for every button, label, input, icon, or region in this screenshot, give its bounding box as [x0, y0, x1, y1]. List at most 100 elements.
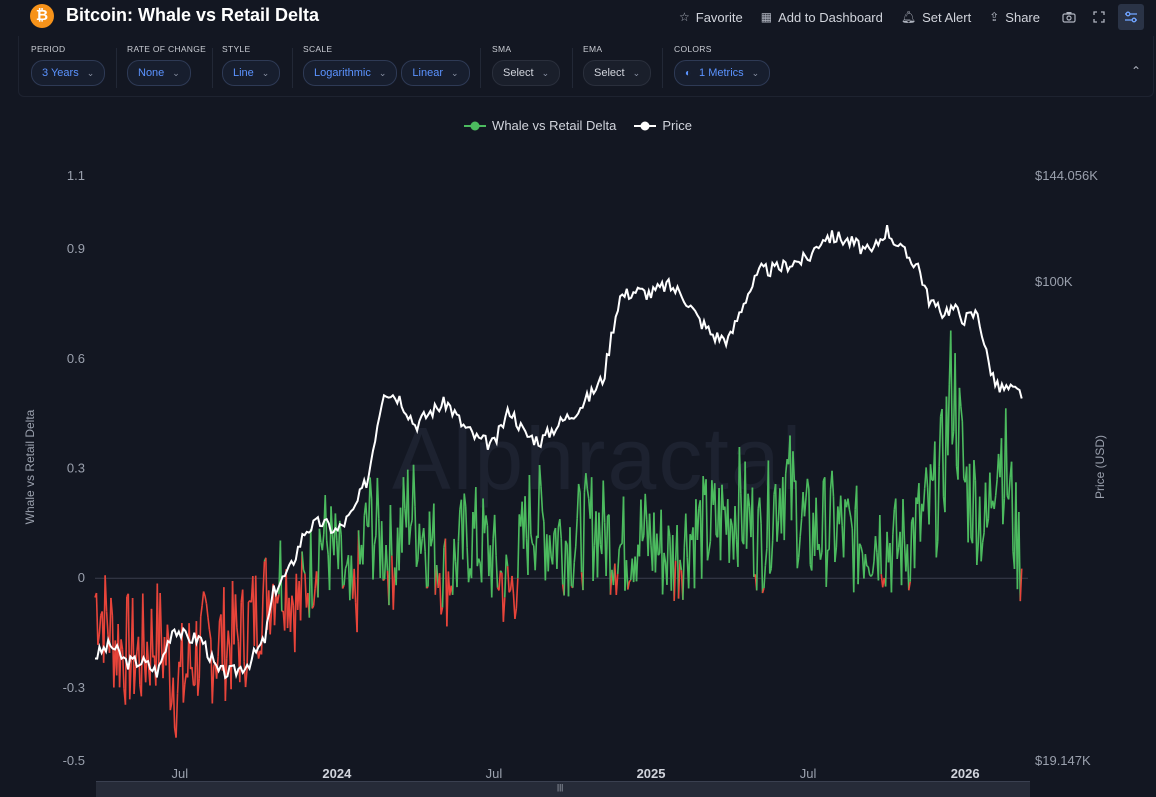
- delta-line-segment: [796, 481, 797, 569]
- delta-line-segment: [893, 510, 894, 535]
- delta-line-segment: [820, 552, 821, 560]
- delta-line-segment: [854, 509, 855, 592]
- delta-line-segment: [576, 518, 577, 546]
- delta-line-segment: [192, 667, 193, 685]
- y-right-tick-label: $19.147K: [1035, 753, 1091, 768]
- delta-line-segment: [123, 649, 124, 688]
- delta-line-segment: [495, 515, 496, 556]
- delta-line-segment: [958, 388, 959, 480]
- delta-line-segment: [829, 489, 830, 549]
- delta-line-segment: [580, 493, 581, 573]
- delta-line-segment: [411, 520, 412, 527]
- delta-line-segment: [626, 560, 627, 589]
- delta-line-segment: [327, 540, 328, 554]
- y-left-tick-label: 0: [78, 570, 85, 585]
- delta-line-segment: [344, 569, 345, 586]
- delta-line-segment: [935, 441, 936, 557]
- delta-line-segment: [624, 497, 625, 591]
- delta-line-segment: [486, 515, 487, 525]
- delta-line-segment: [541, 486, 542, 511]
- delta-line-segment: [151, 609, 152, 658]
- delta-line-segment: [564, 541, 565, 596]
- delta-line-segment: [505, 555, 506, 598]
- delta-line-segment: [209, 630, 210, 640]
- delta-line-segment: [873, 561, 874, 574]
- delta-line-segment: [458, 510, 459, 541]
- delta-line-segment: [525, 496, 526, 539]
- delta-line-segment: [799, 537, 800, 557]
- delta-line-segment: [926, 467, 927, 487]
- delta-line-segment: [301, 551, 302, 620]
- x-tick-label: 2026: [951, 766, 980, 781]
- delta-line-segment: [457, 541, 458, 587]
- range-slider[interactable]: |||: [96, 781, 1030, 797]
- delta-line-segment: [318, 529, 319, 598]
- delta-line-segment: [560, 519, 561, 539]
- delta-line-segment: [962, 421, 963, 478]
- delta-line-segment: [363, 516, 364, 565]
- delta-line-segment: [641, 500, 642, 542]
- delta-line-segment: [765, 548, 766, 565]
- delta-line-segment: [463, 493, 464, 559]
- delta-line-segment: [637, 545, 638, 582]
- delta-line-segment: [771, 540, 772, 569]
- delta-line-segment: [609, 515, 610, 595]
- delta-line-segment: [218, 621, 219, 657]
- delta-line-segment: [760, 498, 761, 524]
- delta-line-segment: [768, 460, 769, 573]
- delta-line-segment: [586, 473, 587, 489]
- delta-line-segment: [415, 507, 416, 567]
- range-slider-handle[interactable]: |||: [557, 785, 565, 791]
- delta-line-segment: [721, 485, 722, 560]
- delta-line-segment: [702, 476, 703, 579]
- delta-line-segment: [929, 464, 930, 524]
- delta-line-segment: [706, 479, 707, 560]
- delta-line-segment: [994, 496, 995, 509]
- delta-line-segment: [663, 553, 664, 595]
- delta-line-segment: [865, 554, 866, 566]
- delta-line-segment: [325, 495, 326, 540]
- delta-line-segment: [621, 544, 622, 545]
- delta-line-segment: [1012, 462, 1013, 552]
- delta-line-segment: [1006, 408, 1007, 495]
- delta-line-segment: [138, 637, 139, 685]
- delta-line-segment: [851, 518, 852, 529]
- delta-line-segment: [202, 591, 203, 605]
- delta-line-segment: [553, 533, 554, 564]
- delta-line-segment: [237, 628, 238, 642]
- delta-line-segment: [849, 510, 850, 518]
- delta-line-segment: [471, 512, 472, 578]
- delta-line-segment: [603, 481, 604, 523]
- delta-line-segment: [996, 480, 997, 496]
- delta-line-segment: [335, 513, 336, 540]
- delta-line-segment: [341, 535, 342, 589]
- y-left-tick-label: 0.3: [67, 461, 85, 476]
- delta-line-segment: [1001, 438, 1002, 524]
- delta-line-segment: [208, 617, 209, 630]
- delta-line-segment: [832, 471, 833, 497]
- delta-line-segment: [357, 530, 358, 632]
- delta-line-segment: [390, 505, 391, 556]
- delta-line-segment: [689, 534, 690, 588]
- delta-line-segment: [948, 384, 949, 455]
- delta-line-segment: [800, 519, 801, 537]
- y-left-tick-label: 1.1: [67, 168, 85, 183]
- delta-line-segment: [290, 596, 291, 632]
- delta-line-segment: [784, 474, 785, 540]
- delta-line-segment: [752, 488, 753, 577]
- delta-line-segment: [235, 594, 236, 628]
- delta-line-segment: [841, 496, 842, 526]
- delta-line-segment: [868, 567, 869, 575]
- delta-line-segment: [961, 407, 962, 422]
- delta-line-segment: [262, 596, 263, 655]
- delta-line-segment: [920, 504, 921, 542]
- delta-line-segment: [844, 499, 845, 557]
- delta-line-segment: [169, 641, 170, 710]
- delta-line-segment: [440, 573, 441, 614]
- delta-line-segment: [99, 615, 100, 634]
- delta-line-segment: [314, 589, 315, 606]
- delta-line-segment: [133, 598, 134, 694]
- delta-line-segment: [366, 503, 367, 526]
- delta-line-segment: [206, 604, 207, 617]
